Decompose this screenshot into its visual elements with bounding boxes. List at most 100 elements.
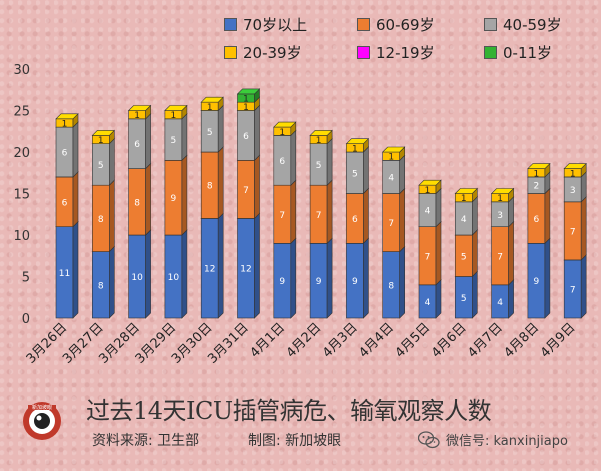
bar-value-label: 8 bbox=[134, 198, 140, 208]
legend-swatch bbox=[357, 46, 370, 59]
bar-value-label: 4 bbox=[497, 298, 503, 308]
bar-segment-side bbox=[254, 212, 260, 319]
x-tick-label: 4月1日 bbox=[247, 320, 288, 361]
y-tick-label: 10 bbox=[13, 229, 30, 244]
xinjiapo-yan-logo: 新加坡眼 bbox=[18, 395, 66, 443]
bar-segment-side bbox=[580, 196, 587, 261]
y-tick-label: 20 bbox=[13, 146, 30, 161]
bar-value-label: 3 bbox=[570, 186, 576, 196]
bar-value-label: 2 bbox=[534, 182, 540, 192]
bar-value-label: 11 bbox=[59, 269, 70, 279]
legend-label: 70岁以上 bbox=[243, 16, 308, 34]
y-tick-label: 25 bbox=[13, 105, 30, 120]
bar-stack: 5 5 4 1 bbox=[454, 187, 479, 319]
bar-value-label: 1 bbox=[388, 153, 394, 163]
x-tick-label: 4月5日 bbox=[393, 320, 434, 361]
bar-segment-side bbox=[544, 237, 551, 319]
bar-value-label: 4 bbox=[425, 298, 431, 308]
bar-value-label: 4 bbox=[388, 173, 394, 183]
bar-value-label: 1 bbox=[279, 128, 285, 138]
bar-stack: 9 7 6 1 bbox=[273, 121, 297, 319]
bar-segment-top bbox=[164, 105, 188, 111]
bar-value-label: 7 bbox=[570, 227, 576, 237]
bar-value-label: 7 bbox=[497, 252, 503, 262]
wechat-text: 微信号: kanxinjiapo bbox=[446, 434, 568, 449]
bar-value-label: 5 bbox=[171, 136, 177, 146]
bar-segment-side bbox=[109, 245, 115, 319]
bar-value-label: 1 bbox=[171, 111, 177, 121]
bar-value-label: 9 bbox=[352, 277, 358, 287]
legend-label: 0-11岁 bbox=[503, 44, 553, 62]
bar-segment-side bbox=[399, 187, 406, 253]
legend-swatch bbox=[224, 18, 237, 31]
bar-segment-side bbox=[399, 245, 406, 319]
legend-swatch bbox=[357, 18, 370, 31]
bar-segment-side bbox=[544, 187, 551, 245]
bar-value-label: 9 bbox=[534, 277, 540, 287]
bar-value-label: 6 bbox=[62, 198, 68, 208]
bar-segment-side bbox=[145, 162, 151, 236]
x-tick-label: 4月9日 bbox=[538, 320, 579, 361]
x-tick-label: 4月7日 bbox=[465, 320, 506, 361]
bar-segment-side bbox=[254, 104, 260, 162]
legend-item: 12-19岁 bbox=[357, 42, 435, 63]
x-tick-label: 4月6日 bbox=[429, 320, 470, 361]
y-tick-label: 15 bbox=[13, 188, 30, 203]
bar-segment-side bbox=[290, 179, 297, 245]
bar-segment-side bbox=[181, 113, 188, 162]
bar-value-label: 6 bbox=[279, 157, 285, 167]
bar-segment-top bbox=[127, 105, 152, 111]
bar-value-label: 9 bbox=[279, 277, 285, 287]
bar-stack: 12 8 5 1 bbox=[200, 96, 224, 319]
bar-value-label: 4 bbox=[461, 215, 467, 225]
bar-segment-side bbox=[290, 237, 297, 319]
x-tick-label: 3月31日 bbox=[205, 320, 252, 367]
bar-value-label: 6 bbox=[352, 215, 358, 225]
legend-item: 70岁以上 bbox=[224, 14, 307, 35]
bar-segment-top bbox=[200, 96, 224, 103]
bar-segment-top bbox=[91, 130, 116, 136]
legend: 70岁以上 60-69岁 40-59岁 20-39岁 12-19岁 0-11岁 bbox=[224, 14, 594, 64]
bar-segment-top bbox=[55, 113, 79, 120]
bar-segment-top bbox=[309, 130, 333, 136]
bar-value-label: 6 bbox=[243, 132, 249, 142]
bar-stack: 10 8 6 1 bbox=[127, 104, 152, 319]
bar-stack: 11 6 6 1 bbox=[55, 113, 79, 319]
bar-segment-side bbox=[435, 187, 442, 228]
bar-segment-side bbox=[145, 113, 151, 170]
svg-text:新加坡眼: 新加坡眼 bbox=[32, 404, 52, 411]
bar-value-label: 12 bbox=[204, 265, 215, 275]
bar-value-label: 1 bbox=[352, 144, 358, 154]
bar-value-label: 6 bbox=[134, 140, 140, 150]
bar-stack: 9 6 5 1 bbox=[345, 137, 370, 319]
bar-value-label: 1 bbox=[62, 119, 68, 129]
bar-segment-side bbox=[181, 154, 188, 236]
bar-value-label: 5 bbox=[352, 169, 358, 179]
legend-label: 60-69岁 bbox=[376, 16, 435, 34]
legend-label: 40-59岁 bbox=[503, 16, 562, 34]
bar-segment-top bbox=[490, 188, 515, 194]
bar-value-label: 1 bbox=[534, 169, 540, 179]
y-tick-label: 30 bbox=[13, 63, 30, 78]
bar-segment-side bbox=[363, 187, 369, 245]
y-axis: 0 5 10 15 20 25 30 bbox=[13, 63, 30, 327]
source-note: 资料来源: 卫生部 bbox=[92, 433, 200, 449]
bar-stack: 8 7 4 1 bbox=[381, 146, 406, 319]
bar-value-label: 8 bbox=[98, 281, 104, 291]
bars: 1166188511086110951128511276119761975196… bbox=[55, 88, 587, 319]
x-tick-label: 4月3日 bbox=[320, 320, 361, 361]
legend-swatch bbox=[224, 46, 237, 59]
bar-stack: 10 9 5 1 bbox=[164, 104, 188, 319]
bar-segment-top bbox=[236, 88, 261, 95]
x-tick-label: 4月2日 bbox=[284, 320, 325, 361]
bar-segment-side bbox=[72, 121, 79, 178]
bar-segment-top bbox=[454, 188, 479, 194]
bar-segment-side bbox=[145, 229, 151, 319]
bar-value-label: 6 bbox=[534, 215, 540, 225]
bar-value-label: 7 bbox=[570, 285, 576, 295]
x-axis-labels: 3月26日3月27日3月28日3月29日3月30日3月31日4月1日4月2日4月… bbox=[24, 320, 579, 367]
bar-stack: 9 7 5 1 bbox=[309, 129, 333, 319]
bar-value-label: 1 bbox=[98, 136, 104, 146]
bar-stack: 8 8 5 1 bbox=[91, 129, 116, 319]
bar-segment-side bbox=[326, 179, 333, 245]
